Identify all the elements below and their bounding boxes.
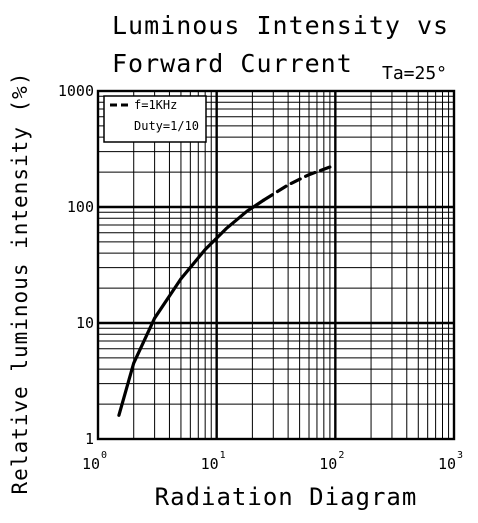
x-tick-label: 10: [438, 455, 456, 473]
chart-title-line-2: Forward Current: [112, 49, 353, 78]
y-axis-label: Relative luminous intensity (%): [8, 72, 32, 495]
series-line-solid: [117, 198, 266, 417]
y-tick-label: 100: [67, 198, 94, 216]
x-tick-label: 10: [82, 455, 100, 473]
x-tick-label: 10: [319, 455, 337, 473]
x-axis-label: Radiation Diagram: [155, 483, 418, 511]
legend-entry-frequency: f=1KHz: [134, 98, 177, 112]
x-tick-exponent: 3: [457, 450, 463, 461]
plot-border: [96, 89, 456, 441]
temperature-condition: Ta=25°: [382, 63, 447, 84]
y-tick-label: 10: [76, 314, 94, 332]
x-tick-exponent: 2: [338, 450, 344, 461]
grid: [98, 91, 454, 439]
legend: f=1KHz Duty=1/10: [103, 95, 207, 143]
legend-entry-duty: Duty=1/10: [134, 119, 199, 133]
x-tick-exponent: 1: [220, 450, 226, 461]
x-tick-label: 10: [201, 455, 219, 473]
series-line-dashed: [262, 163, 337, 202]
chart-title-line-1: Luminous Intensity vs: [112, 11, 449, 40]
y-tick-label: 1: [85, 430, 94, 448]
y-tick-label: 1000: [58, 82, 94, 100]
y-tick-labels: 1 10 100 1000: [58, 82, 94, 448]
x-tick-labels: 10 0 10 1 10 2 10 3: [82, 450, 463, 473]
plot-frame: [96, 89, 456, 441]
series: [117, 163, 337, 417]
x-tick-exponent: 0: [101, 450, 107, 461]
